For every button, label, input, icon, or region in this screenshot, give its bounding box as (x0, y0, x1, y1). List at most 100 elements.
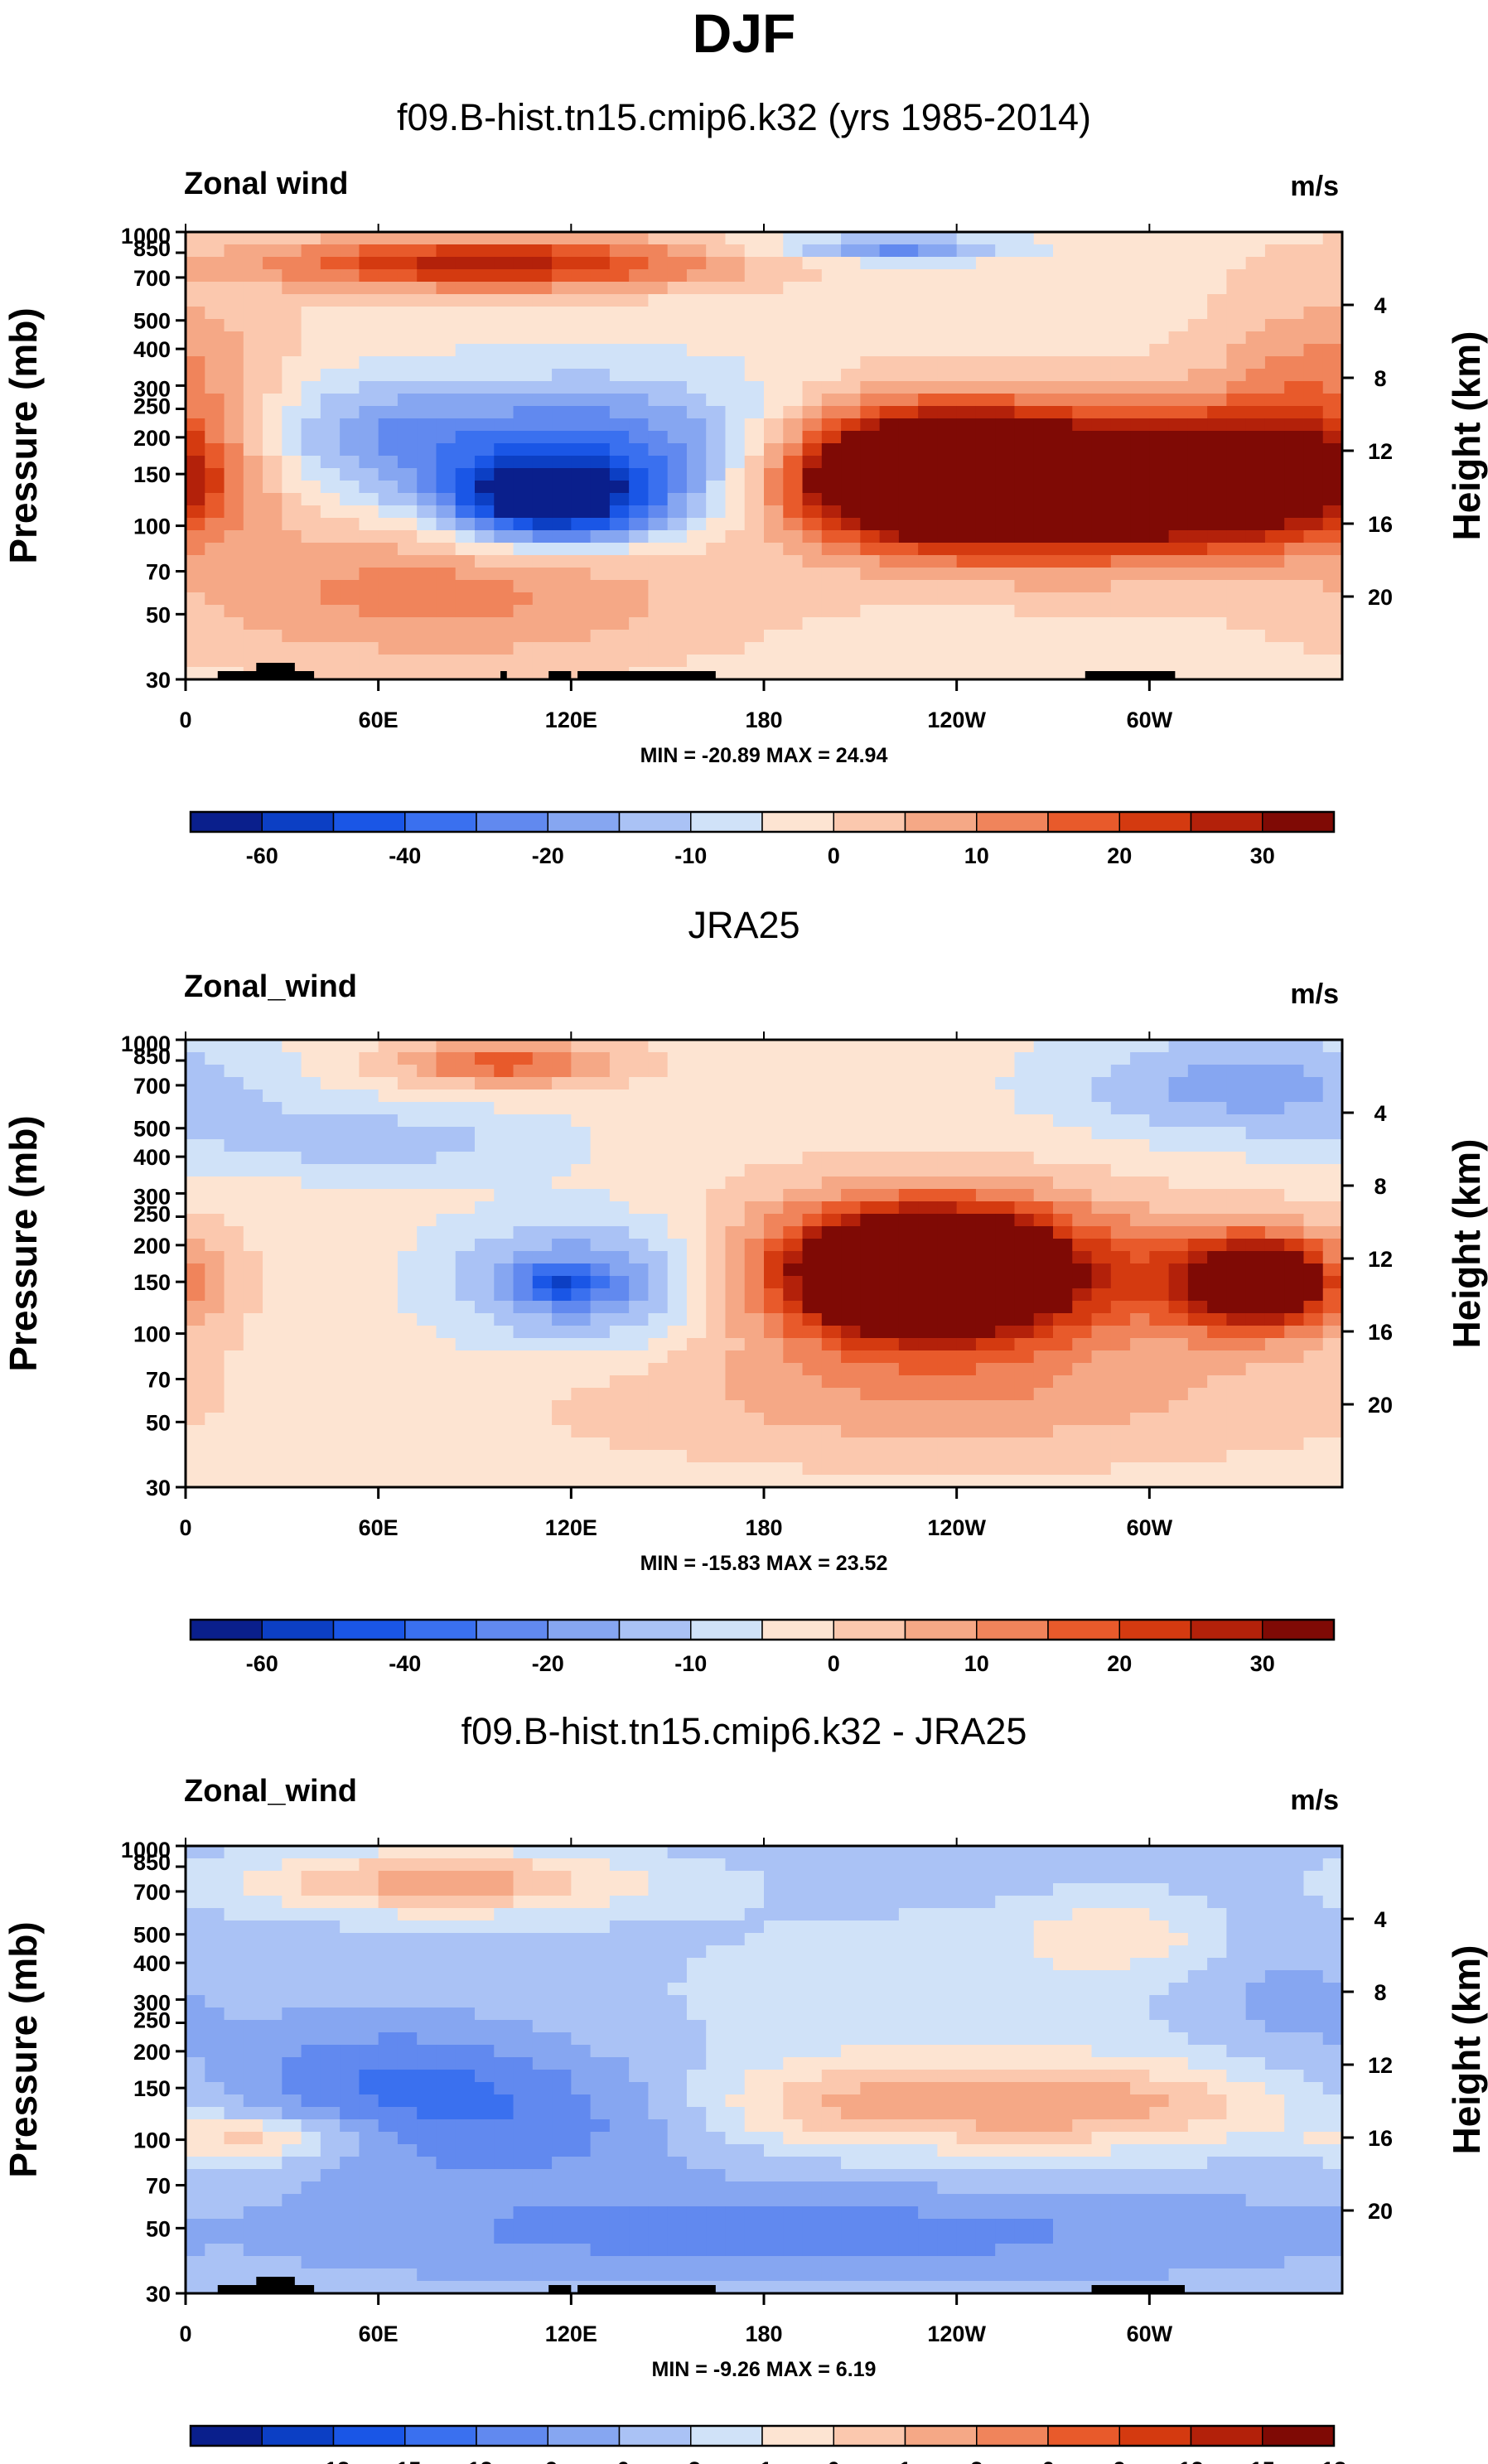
contour-cell (186, 1288, 205, 1302)
contour-cell (417, 1920, 437, 1934)
contour-cell (629, 1858, 649, 1872)
contour-cell (1264, 331, 1285, 345)
contour-cell (821, 1065, 842, 1078)
contour-cell (841, 1065, 861, 1078)
contour-cell (1014, 568, 1035, 581)
contour-cell (898, 1164, 919, 1177)
contour-cell (609, 468, 630, 481)
contour-cell (378, 1114, 399, 1128)
contour-cell (1130, 1933, 1150, 1946)
contour-cell (494, 1176, 515, 1190)
contour-cell (455, 1425, 476, 1438)
contour-cell (552, 1176, 572, 1190)
contour-cell (821, 530, 842, 544)
contour-cell (1033, 307, 1054, 320)
contour-cell (975, 319, 996, 332)
contour-cell (397, 1363, 418, 1376)
contour-cell (494, 1425, 515, 1438)
colorbar-box (404, 1619, 477, 1640)
contour-cell (513, 1040, 534, 1053)
contour-cell (1207, 592, 1227, 606)
contour-cell (340, 617, 360, 630)
contour-cell (186, 1896, 205, 1909)
contour-cell (841, 344, 861, 357)
contour-cell (1110, 257, 1131, 270)
contour-cell (609, 1114, 630, 1128)
contour-cell (918, 1052, 938, 1065)
contour-cell (243, 1326, 263, 1339)
contour-cell (282, 518, 302, 531)
contour-cell (802, 1164, 823, 1177)
contour-cell (764, 232, 784, 245)
contour-cell (937, 1338, 958, 1351)
contour-cell (1014, 319, 1035, 332)
contour-cell (609, 1375, 630, 1389)
contour-cell (397, 1276, 418, 1289)
contour-cell (532, 555, 553, 568)
contour-cell (686, 1226, 707, 1239)
contour-cell (918, 1475, 938, 1488)
contour-cell (532, 394, 553, 407)
contour-cell (359, 481, 379, 494)
contour-cell (320, 1226, 341, 1239)
contour-cell (783, 1908, 804, 1921)
contour-cell (1322, 1065, 1343, 1078)
contour-cell (532, 232, 553, 245)
contour-cell (1130, 617, 1150, 630)
contour-cell (1149, 1933, 1170, 1946)
contour-cell (841, 1388, 861, 1401)
contour-cell (764, 555, 784, 568)
contour-cell (995, 1313, 1016, 1326)
contour-cell (995, 1251, 1016, 1264)
contour-cell (1264, 555, 1285, 568)
contour-cell (475, 1288, 495, 1302)
contour-cell (1110, 530, 1131, 544)
contour-cell (744, 530, 765, 544)
y-tick-label: 70 (146, 560, 171, 585)
contour-cell (1168, 1251, 1189, 1264)
contour-cell (937, 418, 958, 432)
contour-cell (937, 1052, 958, 1065)
contour-cell (186, 369, 205, 382)
contour-cell (359, 1475, 379, 1488)
contour-cell (475, 481, 495, 494)
contour-cell (1264, 282, 1285, 295)
contour-cell (263, 1450, 283, 1463)
contour-cell (975, 505, 996, 519)
contour-cell (956, 1871, 977, 1884)
contour-cell (1284, 1189, 1305, 1202)
contour-cell (860, 1114, 881, 1128)
contour-cell (841, 1350, 861, 1364)
contour-cell (224, 1920, 244, 1934)
contour-cell (397, 655, 418, 668)
contour-cell (860, 1871, 881, 1884)
contour-cell (1187, 456, 1208, 469)
contour-cell (1091, 232, 1112, 245)
contour-cell (436, 493, 457, 506)
contour-cell (1091, 356, 1112, 370)
contour-cell (417, 232, 437, 245)
contour-cell (918, 381, 938, 394)
contour-cell (532, 580, 553, 593)
y-tick-label: 500 (133, 309, 171, 334)
contour-cell (455, 568, 476, 581)
contour-cell (1091, 1189, 1112, 1202)
contour-cell (590, 1462, 611, 1476)
contour-cell (590, 605, 611, 618)
contour-cell (1110, 1326, 1131, 1339)
contour-cell (609, 1226, 630, 1239)
contour-cell (975, 257, 996, 270)
contour-cell (378, 518, 399, 531)
contour-cell (1091, 1127, 1112, 1140)
contour-cell (417, 1896, 437, 1909)
contour-cell (956, 1908, 977, 1921)
contour-cell (1130, 1065, 1150, 1078)
contour-cell (224, 232, 244, 245)
contour-cell (301, 294, 321, 307)
contour-cell (898, 356, 919, 370)
contour-cell (975, 1214, 996, 1227)
contour-cell (1303, 1413, 1324, 1426)
contour-cell (898, 1288, 919, 1302)
contour-cell (1130, 1425, 1150, 1438)
contour-cell (764, 344, 784, 357)
